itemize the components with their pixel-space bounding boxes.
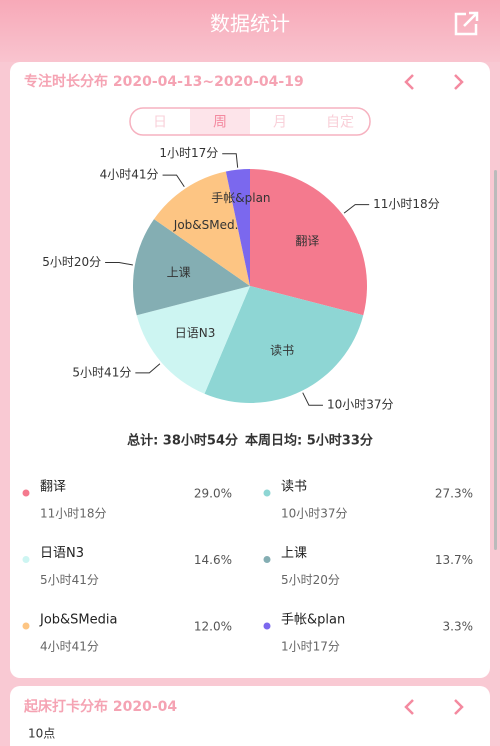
legend-name[interactable]: 翻译: [40, 480, 66, 495]
wakeup-card-title: 起床打卡分布 2020-04: [23, 698, 177, 715]
pie-slice: [250, 169, 368, 316]
legend-duration: 11小时18分: [40, 507, 107, 521]
next-button[interactable]: [454, 74, 464, 90]
duration-label: 11小时18分: [373, 197, 440, 211]
legend-percent: 14.6%: [194, 553, 232, 567]
pie-slice: [136, 286, 250, 394]
legend-name[interactable]: 日语N3: [40, 546, 84, 561]
tab[interactable]: 自定: [326, 115, 354, 131]
legend-percent: 12.0%: [194, 620, 232, 634]
pie-slice: [225, 169, 250, 286]
tab[interactable]: 月: [273, 115, 287, 131]
slice-label: 翻译: [295, 234, 319, 248]
wakeup-prev-button[interactable]: [404, 699, 414, 715]
slice-label: 上课: [167, 266, 191, 280]
pie-slice: [154, 171, 250, 286]
leader-line: [135, 363, 161, 374]
focus-card-title: 专注时长分布 2020-04-13~2020-04-19: [24, 73, 304, 90]
duration-label: 1小时17分: [159, 146, 218, 160]
legend-dot: [22, 489, 30, 497]
legend-percent: 27.3%: [435, 487, 473, 501]
scrollbar: [494, 170, 497, 550]
export-icon-arrow: [463, 11, 479, 27]
duration-label: 10小时37分: [327, 398, 394, 412]
legend-percent: 29.0%: [194, 487, 232, 501]
leader-line: [105, 261, 133, 266]
legend-dot: [22, 556, 30, 563]
slice-label: 读书: [270, 344, 294, 358]
leader-line: [302, 392, 323, 406]
pie-slice: [133, 219, 250, 316]
wakeup-next-button[interactable]: [454, 699, 464, 715]
legend-name[interactable]: 上课: [281, 546, 307, 561]
total-text: 总计: 38小时54分: [127, 433, 238, 449]
daily-average-text: 本周日均: 5小时33分: [245, 433, 373, 449]
legend-duration: 5小时41分: [40, 573, 99, 587]
tab-group: 日 周 月 自定: [129, 107, 371, 136]
legend-duration: 1小时17分: [281, 640, 340, 654]
legend: 翻译 11小时18分 29.0% 读书 10小时37分 27.3% 日语N3 5小时41分 14…: [22, 480, 474, 654]
wakeup-card: [10, 686, 490, 746]
leader-line: [343, 204, 370, 214]
slice-label: 日语N3: [175, 326, 216, 340]
legend-name[interactable]: 手帐&plan: [281, 613, 345, 628]
legend-dot: [263, 622, 271, 630]
legend-duration: 4小时41分: [40, 640, 99, 654]
legend-percent: 13.7%: [435, 553, 473, 567]
leader-line: [222, 153, 239, 168]
slice-label: Job&SMed...: [173, 218, 246, 232]
export-icon-box: [454, 12, 478, 36]
leader-line: [162, 174, 185, 188]
legend-name[interactable]: 读书: [281, 480, 307, 495]
header-title: 数据统计: [210, 12, 290, 36]
legend-name[interactable]: Job&SMedia: [39, 613, 117, 628]
tab[interactable]: 周: [213, 115, 227, 131]
duration-label: 5小时20分: [42, 255, 101, 269]
legend-dot: [22, 622, 30, 630]
tab-border: [129, 107, 371, 136]
prev-button[interactable]: [404, 74, 414, 90]
legend-dot: [263, 489, 271, 497]
slice-label: 手帐&plan: [211, 190, 270, 205]
header-bar: [0, 0, 500, 62]
legend-duration: 10小时37分: [281, 507, 348, 521]
duration-label: 5小时41分: [72, 365, 131, 379]
tab-selected-bg: [190, 108, 250, 135]
pie-slice: [204, 286, 364, 403]
export-button[interactable]: [454, 11, 479, 36]
tab[interactable]: 日: [153, 115, 167, 131]
legend-dot: [263, 556, 271, 563]
legend-percent: 3.3%: [443, 620, 474, 634]
duration-label: 4小时41分: [100, 168, 159, 182]
legend-duration: 5小时20分: [281, 573, 340, 587]
wakeup-y-label: 10点: [28, 727, 55, 741]
